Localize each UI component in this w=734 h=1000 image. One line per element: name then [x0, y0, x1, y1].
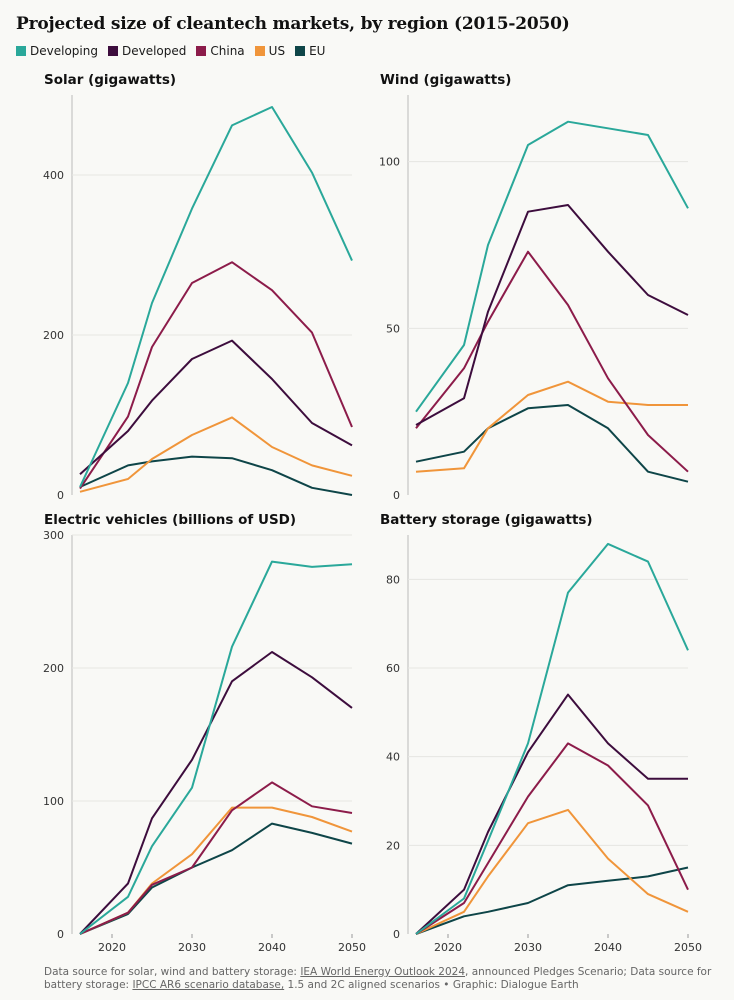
- y-tick-label: 300: [43, 529, 64, 542]
- series-line-developing: [415, 542, 689, 935]
- legend-item-eu: EU: [295, 44, 325, 58]
- x-tick-label: 2040: [594, 941, 622, 954]
- y-tick-label: 60: [386, 662, 400, 675]
- legend-label: US: [268, 44, 286, 58]
- x-tick-label: 2050: [338, 941, 366, 954]
- legend-label: EU: [309, 44, 326, 58]
- series-line-china: [415, 742, 689, 935]
- legend-item-us: US: [254, 44, 286, 58]
- y-tick-label: 200: [43, 662, 64, 675]
- legend-swatch: [16, 46, 26, 56]
- legend-swatch: [107, 46, 118, 56]
- y-tick-label: 0: [57, 928, 64, 941]
- legend-swatch: [254, 46, 265, 56]
- y-tick-label: 0: [393, 928, 400, 941]
- panel-title: Wind (gigawatts): [380, 72, 511, 88]
- footer-text: 1.5 and 2C aligned scenarios • Graphic: …: [284, 979, 579, 991]
- y-tick-label: 400: [43, 169, 64, 182]
- series-line-eu: [415, 866, 689, 935]
- x-tick-label: 2030: [514, 941, 542, 954]
- legend-swatch: [295, 46, 306, 56]
- legend-item-china: China: [196, 44, 245, 58]
- series-line-developed: [79, 651, 353, 935]
- series-line-eu: [415, 404, 689, 483]
- series-line-us: [415, 380, 688, 473]
- footer-text: , announced Pledges Scenario; Data sourc…: [44, 966, 712, 991]
- series-line-developing: [415, 120, 689, 413]
- y-tick-label: 100: [379, 156, 400, 169]
- series-line-china: [79, 261, 353, 490]
- series-line-china: [79, 781, 353, 935]
- footer-source: Data source for solar, wind and battery …: [44, 966, 714, 992]
- series-line-us: [79, 416, 353, 493]
- y-tick-label: 80: [386, 573, 400, 586]
- x-tick-label: 2030: [178, 941, 206, 954]
- y-tick-label: 0: [57, 489, 64, 502]
- legend-label: China: [210, 44, 245, 58]
- legend: Developing Developed China US EU: [16, 44, 325, 58]
- y-tick-label: 50: [386, 322, 400, 335]
- footer-text: Data source for solar, wind and battery …: [44, 966, 301, 978]
- series-line-eu: [79, 455, 353, 496]
- footer-link-ipcc[interactable]: IPCC AR6 scenario database,: [132, 979, 285, 991]
- y-tick-label: 200: [43, 329, 64, 342]
- y-tick-label: 40: [386, 751, 400, 764]
- series-line-developing: [79, 560, 353, 935]
- series-line-developing: [79, 106, 353, 488]
- y-tick-label: 0: [393, 489, 400, 502]
- legend-swatch: [196, 46, 207, 56]
- series-line-us: [415, 808, 689, 935]
- series-line-developed: [415, 204, 689, 426]
- legend-item-developed: Developed: [107, 44, 187, 58]
- x-tick-label: 2050: [674, 941, 702, 954]
- legend-label: Developed: [121, 44, 187, 58]
- x-tick-label: 2040: [258, 941, 286, 954]
- y-tick-label: 100: [43, 795, 64, 808]
- y-tick-label: 20: [386, 839, 400, 852]
- series-line-developed: [415, 693, 688, 935]
- series-line-developed: [79, 339, 353, 475]
- panel-title: Electric vehicles (billions of USD): [44, 512, 296, 528]
- legend-item-developing: Developing: [16, 44, 98, 58]
- x-tick-label: 2020: [98, 941, 126, 954]
- legend-label: Developing: [30, 44, 98, 58]
- series-line-eu: [79, 822, 353, 935]
- x-tick-label: 2020: [434, 941, 462, 954]
- series-line-china: [415, 250, 689, 473]
- chart-title: Projected size of cleantech markets, by …: [16, 14, 570, 34]
- panel-title: Solar (gigawatts): [44, 72, 176, 88]
- panel-title: Battery storage (gigawatts): [380, 512, 593, 528]
- footer-link-iea[interactable]: IEA World Energy Outlook 2024: [300, 966, 466, 978]
